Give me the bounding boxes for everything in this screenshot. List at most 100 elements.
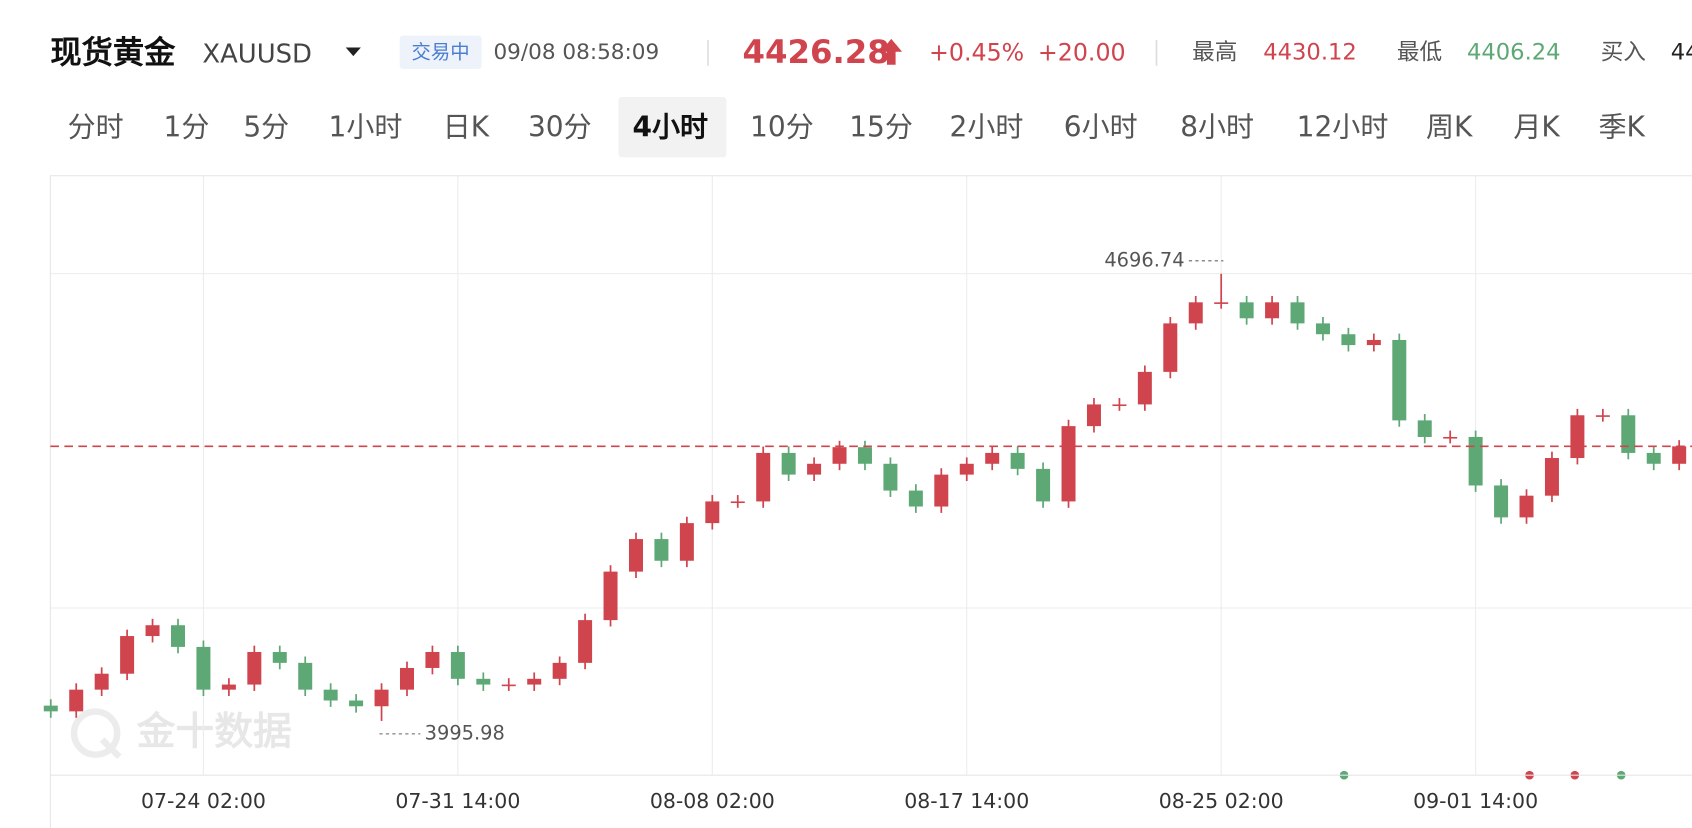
candle-body [628, 539, 643, 572]
candle-body [1188, 302, 1203, 324]
high-label: 最高 [1192, 39, 1237, 65]
period-tab[interactable]: 分时 [68, 110, 124, 143]
candle-body [170, 625, 185, 647]
candle-body [1086, 404, 1101, 427]
max-label: 4696.74 [1104, 248, 1184, 271]
candle-body [501, 684, 516, 687]
candle-body [476, 678, 491, 685]
active-tab-bg [618, 97, 727, 158]
candle-body [1570, 415, 1585, 459]
candle-body [399, 667, 414, 690]
candle-body [1265, 302, 1280, 319]
x-tick-label: 08-25 02:00 [1159, 789, 1284, 813]
period-tab[interactable]: 日K [443, 110, 490, 143]
candle-body [1112, 404, 1127, 407]
min-label: 3995.98 [425, 721, 505, 744]
candle-body [883, 463, 898, 491]
candle-body [323, 689, 338, 701]
period-tabs: 分时 1分 5分 1小时 日K 30分 4小时 10分 15分 2小时 6小时 8小时 12小时 周K 月K… [68, 97, 1646, 158]
period-tab[interactable]: 1分 [164, 110, 210, 143]
instrument-name: 现货黄金 [50, 34, 176, 71]
candle-body [857, 447, 872, 464]
price: 4426.28 [743, 33, 890, 71]
watermark-logo [70, 708, 122, 760]
candle-body [679, 523, 694, 561]
change-pct: +0.45% [929, 38, 1024, 66]
x-tick-label: 09-01 14:00 [1413, 789, 1538, 813]
watermark: 金十数据 [136, 710, 292, 755]
candle-body [1468, 436, 1483, 486]
candle-body [1214, 302, 1229, 304]
status: 交易中 [412, 40, 470, 63]
candle-body [1494, 485, 1509, 518]
period-tab[interactable]: 30分 [528, 110, 592, 143]
period-tab[interactable]: 8小时 [1180, 110, 1254, 143]
candle-body [94, 673, 109, 690]
candle-body [1061, 426, 1076, 502]
candle-body [120, 636, 135, 674]
candle-body [908, 490, 923, 507]
up-arrow [880, 38, 903, 65]
candle-body [450, 652, 465, 679]
candle-body [247, 652, 262, 685]
period-tab[interactable]: 4小时 [633, 110, 709, 143]
candle-body [654, 539, 669, 561]
candle-body [1443, 436, 1458, 439]
period-tab[interactable]: 1小时 [329, 110, 403, 143]
period-tab[interactable]: 季K [1599, 110, 1646, 143]
candle-body [1341, 334, 1356, 346]
candle-body [756, 452, 771, 502]
candle-body [272, 652, 287, 663]
day-high: 4430.12 [1263, 39, 1357, 65]
candle-body [959, 463, 974, 475]
candle-body [1290, 302, 1305, 324]
candle-body [1366, 339, 1381, 346]
candle-body [1315, 323, 1330, 335]
period-tab[interactable]: 10分 [750, 110, 814, 143]
candle-body [1137, 371, 1152, 405]
buy-label: 买入 [1601, 39, 1646, 65]
candle-body [934, 474, 949, 507]
candle-body [69, 689, 84, 712]
candle-body [1595, 415, 1610, 417]
status-badge [399, 35, 482, 69]
candle-body [807, 463, 822, 475]
candle-body [425, 652, 440, 668]
candle-body [1544, 458, 1559, 496]
candle-body [145, 625, 160, 637]
buy-price: 44 [1671, 39, 1692, 65]
change: +20.00 [1038, 38, 1126, 66]
candle-body [43, 705, 58, 712]
candle-body [985, 452, 1000, 464]
candle-body [1519, 495, 1534, 518]
candle-body [1163, 323, 1178, 372]
dropdown-arrow[interactable] [345, 47, 361, 57]
x-tick-label: 08-08 02:00 [650, 789, 775, 813]
candle-body [1646, 452, 1661, 464]
candle-body [1672, 446, 1687, 464]
candle-body [374, 689, 389, 707]
candle-body [1010, 452, 1025, 469]
candle-body [196, 646, 211, 690]
period-tab[interactable]: 2小时 [950, 110, 1024, 143]
period-tab[interactable]: 15分 [849, 110, 913, 143]
x-tick-label: 07-31 14:00 [395, 789, 520, 813]
day-low: 4406.24 [1467, 39, 1561, 65]
period-tab[interactable]: 12小时 [1297, 110, 1389, 143]
candle-body [1417, 420, 1432, 437]
candle-body [832, 447, 847, 464]
candle-body [705, 501, 720, 524]
x-tick-label: 08-17 14:00 [904, 789, 1029, 813]
candle-body [578, 620, 593, 663]
symbol[interactable]: XAUUSD [202, 39, 312, 69]
candle-body [552, 662, 567, 679]
period-tab[interactable]: 月K [1513, 110, 1560, 143]
period-tab[interactable]: 周K [1426, 110, 1473, 143]
period-tab[interactable]: 5分 [243, 110, 289, 143]
candle-body [1239, 302, 1254, 319]
chart-frame [49, 175, 1692, 828]
candle-body [730, 501, 745, 504]
period-tab[interactable]: 6小时 [1064, 110, 1138, 143]
